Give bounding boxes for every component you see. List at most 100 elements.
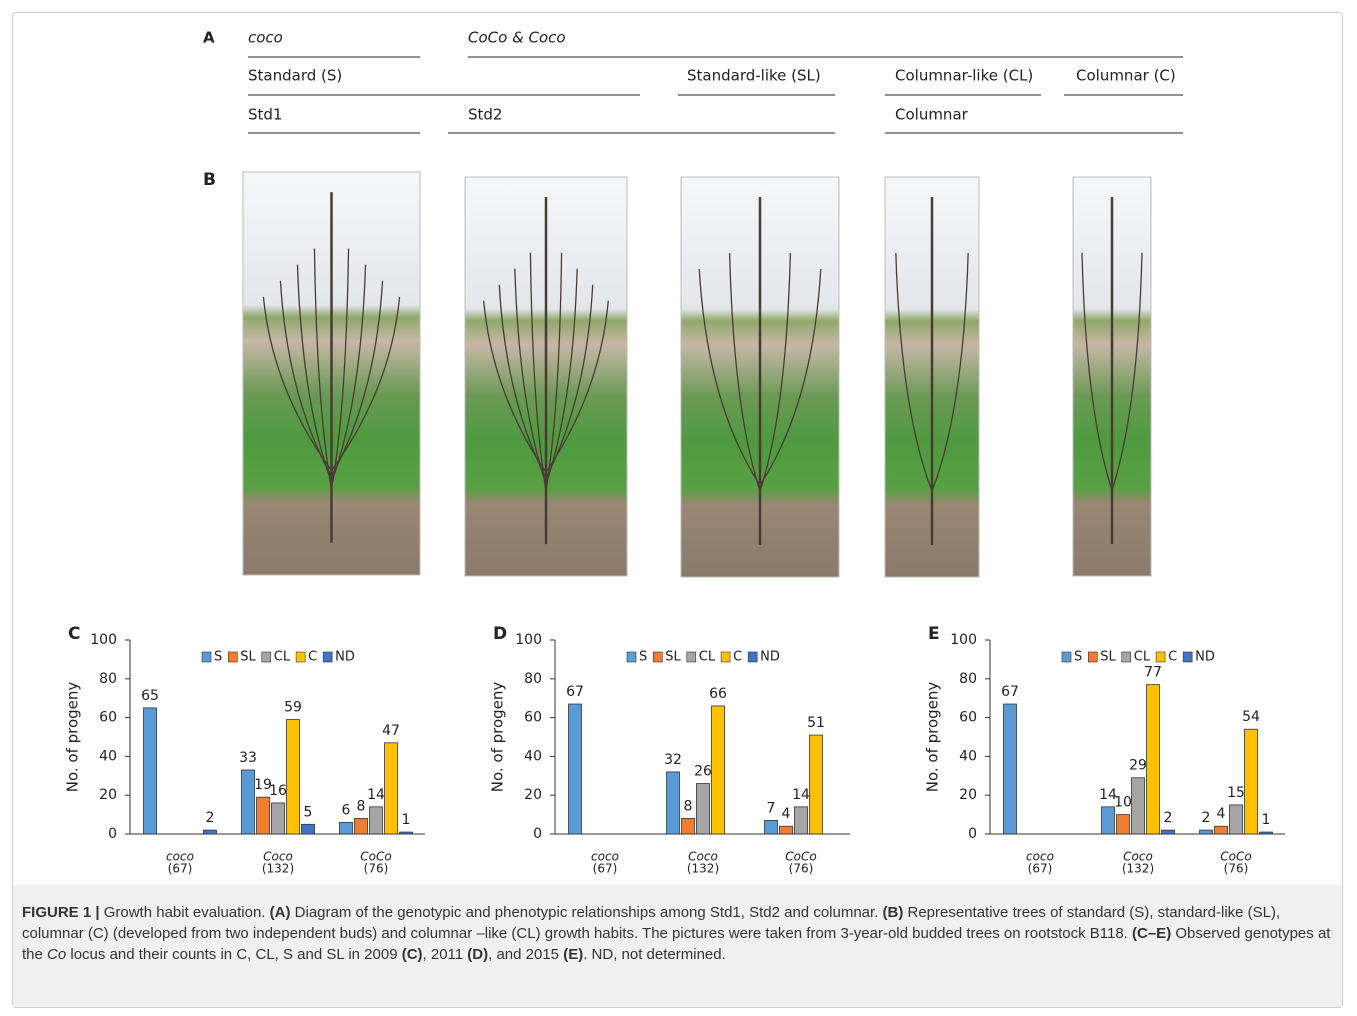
figure-frame (12, 12, 1343, 1008)
x-tick-label: Coco (688, 850, 718, 864)
y-tick-label: 40 (959, 748, 977, 764)
bar (711, 705, 725, 835)
x-tick-count: (132) (262, 862, 294, 876)
bar (1003, 703, 1017, 835)
bar (1244, 728, 1258, 835)
legend-label: SL (665, 650, 681, 665)
branch (698, 268, 761, 486)
legend-label: ND (335, 650, 355, 665)
bar (354, 818, 368, 835)
value-label: 77 (1144, 665, 1162, 681)
phenotype-label: Standard (S) (248, 67, 342, 85)
y-tick-label: 80 (99, 671, 117, 687)
value-label: 59 (284, 700, 302, 716)
bar (809, 734, 823, 835)
x-tick-label: CoCo (360, 850, 391, 864)
y-axis-label: No. of progeny (924, 682, 942, 793)
phenotype-label: Columnar-like (CL) (895, 67, 1033, 85)
caption-run: , 2011 (422, 946, 468, 963)
value-label: 2 (1164, 810, 1173, 826)
value-label: 67 (1001, 684, 1019, 700)
legend-label: ND (1195, 650, 1215, 665)
y-tick-label: 60 (524, 710, 542, 726)
value-label: 14 (792, 787, 810, 803)
legend-swatch (626, 651, 637, 663)
x-tick-count: (76) (789, 862, 814, 876)
value-label: 33 (239, 750, 257, 766)
photos (242, 171, 1152, 578)
value-label: 4 (782, 806, 791, 822)
legend-label: CL (274, 650, 291, 665)
legend-swatch (227, 651, 238, 663)
legend-label: SL (240, 650, 256, 665)
y-tick-label: 60 (99, 710, 117, 726)
branch (759, 268, 822, 486)
y-tick-label: 100 (950, 632, 977, 648)
y-tick-label: 60 (959, 710, 977, 726)
legend-swatch (686, 651, 697, 663)
legend-swatch (720, 651, 731, 663)
panel-letter: A (203, 29, 215, 47)
bar (203, 829, 217, 835)
legend-label: C (733, 650, 742, 665)
y-tick-label: 20 (959, 787, 977, 803)
legend-swatch (747, 651, 758, 663)
branch (313, 248, 333, 489)
bar (256, 796, 270, 835)
legend-label: CL (699, 650, 716, 665)
legend-label: C (308, 650, 317, 665)
branch (931, 252, 969, 492)
legend-swatch (201, 651, 212, 663)
y-tick-label: 0 (108, 826, 117, 842)
branch (330, 248, 350, 489)
diagram: A coco CoCo & Coco Standard (S) Standard… (203, 29, 1183, 134)
bar (1131, 777, 1145, 835)
bar (286, 719, 300, 835)
value-label: 7 (767, 800, 776, 816)
value-label: 8 (684, 798, 693, 814)
caption-run: locus and their counts in C, CL, S and S… (66, 946, 402, 963)
branch (262, 296, 333, 471)
value-label: 15 (1227, 785, 1245, 801)
bar (1214, 825, 1228, 835)
value-label: 10 (1114, 795, 1132, 811)
bar (681, 818, 695, 835)
caption-run: (B) (882, 904, 904, 921)
x-tick-count: (76) (1224, 862, 1249, 876)
x-tick-count: (132) (687, 862, 719, 876)
phenotype-label: Standard-like (SL) (687, 67, 821, 85)
value-label: 67 (566, 684, 584, 700)
genotype-label: CoCo & Coco (468, 29, 566, 47)
group-label: Columnar (895, 106, 969, 124)
legend-swatch (322, 651, 333, 663)
caption-run: Co (47, 946, 67, 963)
caption-run: Growth habit evaluation. (99, 904, 270, 921)
figure: A coco CoCo & Coco Standard (S) Standard… (64, 29, 1285, 876)
legend-swatch (1155, 651, 1166, 663)
x-tick-label: CoCo (785, 850, 816, 864)
branch (759, 252, 792, 492)
genotype-label: coco (248, 29, 283, 47)
bar (779, 825, 793, 835)
value-label: 66 (709, 686, 727, 702)
y-tick-label: 20 (99, 787, 117, 803)
y-tick-label: 0 (968, 826, 977, 842)
branch (1111, 252, 1143, 491)
caption-run: (E) (563, 946, 584, 963)
bar (666, 771, 680, 835)
caption-run: (C) (401, 946, 423, 963)
x-tick-label: coco (1026, 850, 1054, 864)
bar (1101, 806, 1115, 835)
bar (568, 703, 582, 835)
caption: FIGURE 1 | Growth habit evaluation. (A) … (13, 885, 1342, 1007)
legend-swatch (295, 651, 306, 663)
value-label: 26 (694, 764, 712, 780)
branch (545, 300, 609, 473)
bar (1259, 831, 1273, 835)
bar (241, 769, 255, 835)
branch (483, 300, 547, 473)
value-label: 8 (357, 798, 366, 814)
bar (143, 707, 157, 835)
group-label: Std1 (248, 106, 282, 124)
